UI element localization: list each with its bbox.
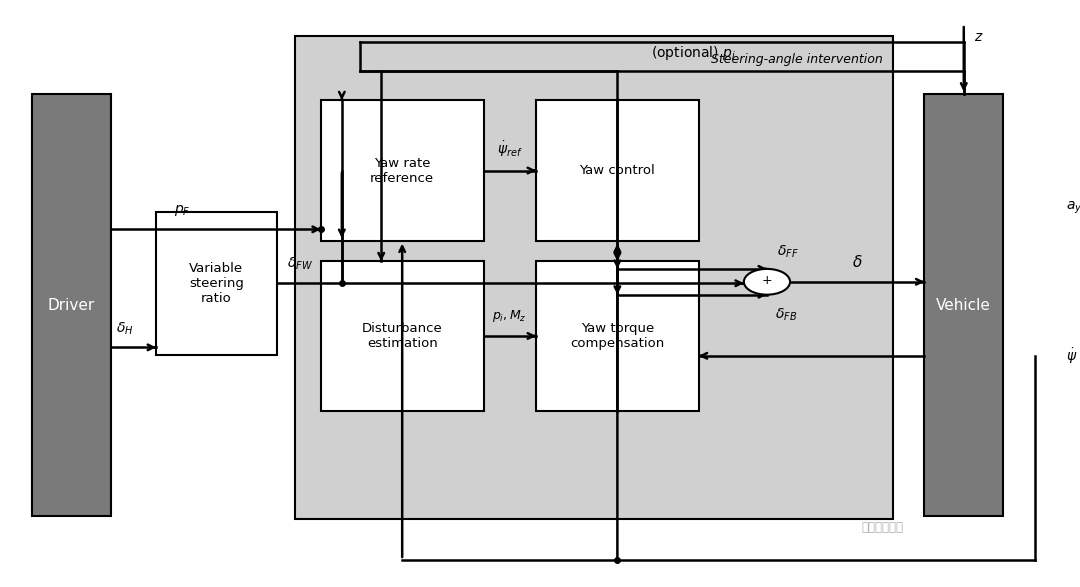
Text: Vehicle: Vehicle	[936, 298, 991, 313]
Bar	[924, 95, 1003, 516]
Text: Variable
steering
ratio: Variable steering ratio	[189, 262, 244, 305]
Bar	[321, 100, 484, 241]
Bar	[32, 95, 111, 516]
Circle shape	[744, 269, 791, 295]
Text: $p_i, M_z$: $p_i, M_z$	[492, 308, 527, 324]
Text: Yaw rate
reference: Yaw rate reference	[370, 157, 434, 184]
Text: +: +	[761, 274, 772, 287]
Text: $p_F$: $p_F$	[174, 203, 190, 218]
Text: $\delta_{FF}$: $\delta_{FF}$	[778, 244, 799, 260]
Text: 蒿知自动驾驶: 蒿知自动驾驶	[862, 521, 904, 534]
Bar	[295, 36, 893, 519]
Text: $\delta_{FW}$: $\delta_{FW}$	[287, 255, 313, 272]
Text: Yaw torque
compensation: Yaw torque compensation	[570, 322, 664, 350]
Text: (optional) $p_i$: (optional) $p_i$	[651, 44, 735, 62]
Text: $\dot{\psi}$: $\dot{\psi}$	[1066, 346, 1078, 366]
Text: Driver: Driver	[48, 298, 95, 313]
Text: Yaw control: Yaw control	[580, 164, 656, 177]
Bar	[536, 261, 699, 411]
Bar	[536, 100, 699, 241]
Text: $\delta_{FB}$: $\delta_{FB}$	[775, 306, 797, 323]
Text: $\delta$: $\delta$	[852, 254, 863, 270]
Text: Disturbance
estimation: Disturbance estimation	[362, 322, 443, 350]
Bar	[321, 261, 484, 411]
Text: $\delta_H$: $\delta_H$	[117, 321, 134, 337]
Text: $\dot{\psi}_{ref}$: $\dot{\psi}_{ref}$	[497, 139, 523, 159]
Bar	[156, 211, 276, 355]
Text: Steering-angle intervention: Steering-angle intervention	[711, 53, 882, 66]
Text: $z$: $z$	[974, 30, 984, 44]
Text: $a_y$: $a_y$	[1066, 200, 1080, 217]
